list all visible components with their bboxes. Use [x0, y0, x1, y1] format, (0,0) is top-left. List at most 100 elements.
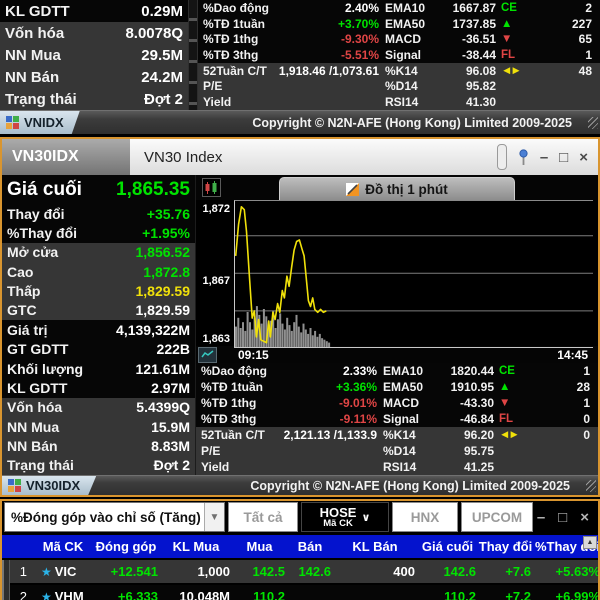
header-pct-change[interactable]: %Thay đổi [534, 539, 600, 554]
resize-grip-icon[interactable] [588, 116, 598, 129]
indicator-label: %D14 [383, 444, 416, 458]
stat-row: %TĐ 1tuần +3.70% EMA50 1737.85 ▲ 227 [198, 15, 600, 32]
tab-upcom-label: UPCOM [471, 509, 523, 525]
chart-start-time: 09:15 [238, 347, 269, 362]
chart-period-tab[interactable]: Đồ thị 1 phút [279, 177, 515, 200]
close-icon[interactable]: × [580, 508, 589, 526]
stat-value: -9.11% [339, 412, 377, 426]
stat-label: 52Tuần C/T [203, 63, 267, 78]
quote-label: NN Bán [5, 68, 60, 86]
pin-icon[interactable] [518, 148, 529, 166]
tab-hnx-label: HNX [410, 509, 440, 525]
minimize-icon[interactable]: – [536, 508, 546, 526]
vnidx-tab[interactable]: VNIDX [0, 111, 80, 134]
last-price-label: Giá cuối [7, 178, 82, 200]
stat-row: %Dao động 2.40% EMA10 1667.87 CE 2 [198, 0, 600, 16]
last-price-row: Giá cuối 1,865.35 [2, 175, 195, 204]
stat-value: -9.01% [338, 396, 377, 410]
stat-value: 2.33% [342, 364, 377, 378]
row-number: 1 [19, 564, 27, 579]
trend-badge-icon: ▼ [499, 397, 511, 409]
stat-label: P/E [203, 79, 223, 94]
minimize-icon[interactable]: – [539, 148, 549, 166]
tab-upcom[interactable]: UPCOM [461, 502, 533, 532]
quote-value: 5.4399Q [136, 399, 190, 416]
indicator-value: -43.30 [459, 396, 494, 410]
stat-extra-value: 1 [583, 396, 590, 410]
top-quote-list: KL GDTT 0.29M Vốn hóa 8.0078Q NN Mua 29.… [0, 0, 188, 110]
tab-all-markets[interactable]: Tất cả [228, 502, 298, 532]
indicator-label: %K14 [385, 63, 418, 78]
maximize-icon[interactable]: □ [558, 508, 568, 526]
quote-label: Thấp [7, 283, 41, 300]
cell-pct-change: +5.63% [555, 564, 600, 579]
table-row[interactable]: 2 ★ VHM +6.333 10.048M 110.2 110.2 +7.2 … [2, 585, 598, 600]
quote-value: 0.29M [141, 2, 183, 20]
vn30-titlebar[interactable]: VN30IDX VN30 Index – □ × [2, 139, 598, 175]
resize-grip-icon[interactable] [586, 479, 596, 492]
chart-end-time: 14:45 [557, 347, 588, 362]
contribution-filter-dropdown[interactable]: %Đóng góp vào chỉ số (Tăng) ▼ [4, 502, 225, 532]
header-ticker[interactable]: Mã CK [42, 539, 84, 554]
quote-value: +1.95% [142, 225, 190, 242]
quote-value: 222B [156, 341, 190, 358]
stat-label: 52Tuần C/T [201, 428, 265, 442]
stat-label: %TĐ 3thg [203, 48, 259, 63]
stat-value: 2.40% [344, 0, 379, 15]
y-axis-tick: 1,863 [202, 332, 230, 345]
scroll-up-icon[interactable]: ▲ [583, 536, 597, 549]
star-icon[interactable]: ★ [41, 564, 52, 579]
tab-hose[interactable]: HOSE Mã CK ∨ [301, 502, 389, 532]
vertical-scrollbar[interactable] [2, 560, 10, 600]
star-icon[interactable]: ★ [41, 589, 52, 600]
tab-hose-label: HOSE [319, 504, 357, 520]
vn30-window: VN30IDX VN30 Index – □ × Giá cuối 1,865.… [0, 137, 600, 497]
contribution-table: 1 ★ VIC +12.541 1,000 142.5 142.6 400 14… [2, 560, 598, 600]
cell-buy-volume: 1,000 [197, 564, 230, 579]
filter-selected-value: %Đóng góp vào chỉ số (Tăng) [11, 509, 201, 525]
header-contribution[interactable]: Đóng góp [95, 539, 157, 554]
table-row[interactable]: 1 ★ VIC +12.541 1,000 142.5 142.6 400 14… [2, 560, 598, 583]
stat-extra-value: 2 [585, 0, 592, 15]
stat-extra-value: 48 [578, 63, 592, 78]
stat-extra-value: 1 [585, 48, 592, 63]
stat-label: %TĐ 1tuần [203, 16, 266, 31]
vnidx-tab-label: VNIDX [24, 115, 64, 130]
quote-label: NN Bán [7, 437, 58, 454]
quote-label: %Thay đổi [7, 225, 78, 242]
tab-hnx[interactable]: HNX [392, 502, 458, 532]
vn30-statusbar: VN30IDX Copyright © N2N-AFE (Hong Kong) … [2, 475, 598, 495]
header-last-price[interactable]: Giá cuối [421, 539, 474, 554]
header-buy-volume[interactable]: KL Mua [172, 539, 220, 554]
header-sell-volume[interactable]: KL Bán [352, 539, 398, 554]
indicator-value: 41.25 [463, 460, 494, 474]
quote-label: Khối lượng [7, 360, 84, 377]
stat-value: +3.36% [335, 380, 377, 394]
indicator-value: -36.51 [461, 32, 496, 47]
stat-extra-value: 0 [583, 428, 590, 442]
vn30-tab[interactable]: VN30IDX [2, 476, 96, 495]
line-chart-icon[interactable] [198, 346, 217, 363]
header-change[interactable]: Thay đổi [478, 539, 533, 554]
cell-last-price: 142.6 [443, 564, 476, 579]
dropdown-arrow-icon[interactable]: ▼ [204, 503, 224, 531]
candlestick-icon[interactable] [202, 178, 221, 197]
market-icon [6, 116, 19, 129]
window-code-label: VN30IDX [2, 139, 130, 175]
maximize-icon[interactable]: □ [559, 148, 569, 166]
stat-value: -9.30% [340, 32, 379, 47]
header-sell[interactable]: Bán [297, 539, 323, 554]
vn30-quote-list: Thay đổi +35.76 %Thay đổi +1.95% Mở cửa … [2, 204, 195, 476]
vnidx-statusbar: VNIDX Copyright © N2N-AFE (Hong Kong) Li… [0, 110, 600, 134]
vertical-scrollbar[interactable] [188, 0, 198, 110]
titlebar-scrollbar[interactable] [496, 144, 507, 170]
trend-badge-icon: ▲ [499, 381, 511, 393]
quote-label: Mở cửa [7, 244, 59, 261]
intraday-chart[interactable]: 1,872 1,867 1,863 [196, 200, 598, 348]
tab-all-label: Tất cả [243, 509, 283, 525]
stat-row: 52Tuần C/T 1,918.46 /1,073.61 %K14 96.08… [198, 62, 600, 79]
close-icon[interactable]: × [579, 148, 588, 166]
quote-row: Mở cửa 1,856.52 [2, 242, 195, 263]
header-buy[interactable]: Mua [246, 539, 273, 554]
quote-label: NN Mua [5, 46, 61, 64]
